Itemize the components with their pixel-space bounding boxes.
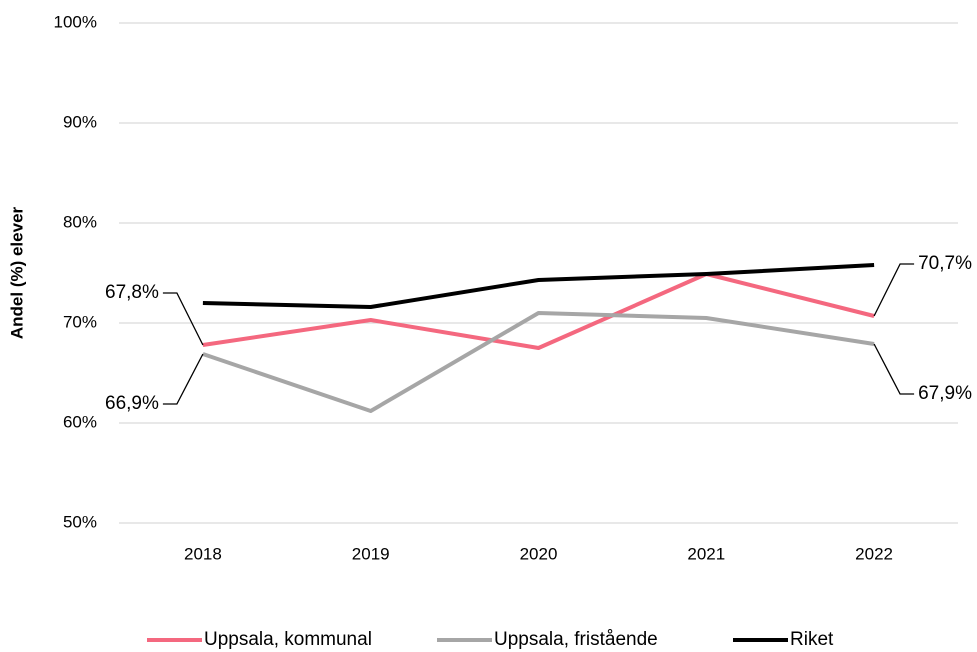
y-tick-label: 50% [63, 512, 97, 531]
data-label: 66,9% [105, 393, 159, 414]
y-tick-label: 100% [54, 12, 97, 31]
leader-line [873, 343, 915, 395]
x-tick-label: 2018 [184, 544, 222, 563]
legend-label: Uppsala, kommunal [204, 629, 372, 650]
data-label: 67,8% [105, 282, 159, 303]
leader-line [162, 292, 204, 346]
leader-line [162, 353, 204, 405]
y-tick-label: 80% [63, 212, 97, 231]
y-tick-label: 70% [63, 312, 97, 331]
x-tick-label: 2019 [352, 544, 390, 563]
series-line [202, 272, 875, 350]
data-label: 70,7% [918, 253, 972, 274]
data-label: 67,9% [918, 383, 972, 404]
leader-line [873, 263, 915, 317]
series-line [202, 311, 875, 413]
legend-label: Riket [790, 629, 834, 650]
x-tick-label: 2022 [855, 544, 893, 563]
x-tick-label: 2021 [687, 544, 725, 563]
x-tick-label: 2020 [520, 544, 558, 563]
y-axis-label: Andel (%) elever [7, 206, 26, 339]
y-tick-label: 90% [63, 112, 97, 131]
y-tick-label: 60% [63, 412, 97, 431]
series-line [202, 263, 875, 309]
legend-label: Uppsala, fristående [494, 629, 658, 650]
